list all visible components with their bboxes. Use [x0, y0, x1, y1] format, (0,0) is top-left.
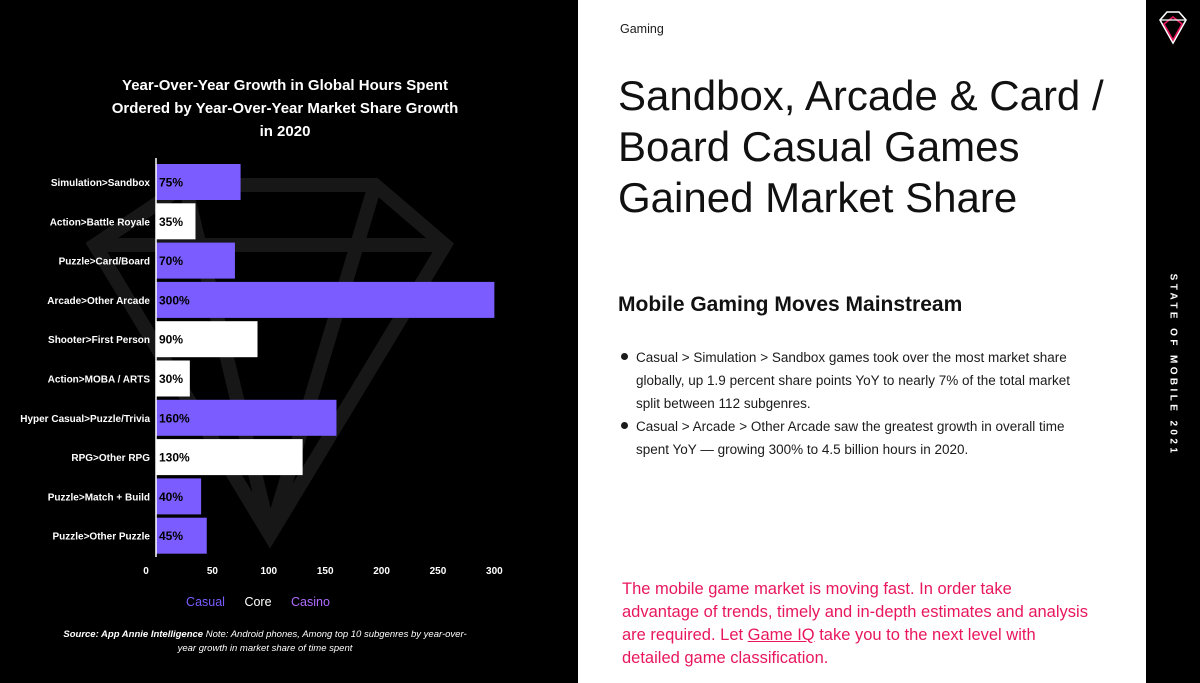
- category-label: RPG>Other RPG: [71, 453, 150, 464]
- x-tick-label: 50: [207, 566, 219, 577]
- value-label: 30%: [159, 372, 183, 386]
- section-label: Gaming: [620, 22, 664, 36]
- value-label: 40%: [159, 490, 183, 504]
- value-label: 130%: [159, 451, 190, 465]
- value-label: 70%: [159, 254, 183, 268]
- legend-item-core: Core: [244, 595, 272, 609]
- category-label: Shooter>First Person: [48, 335, 150, 346]
- value-label: 45%: [159, 529, 183, 543]
- value-label: 90%: [159, 333, 183, 347]
- game-iq-link[interactable]: Game IQ: [747, 626, 815, 644]
- bar: [156, 203, 196, 240]
- article-panel: Gaming Sandbox, Arcade & Card / Board Ca…: [578, 0, 1146, 683]
- cta-text-after: take you to the next level with detailed…: [622, 626, 1036, 667]
- bar-chart: Simulation>Sandbox 75% Action>Battle Royal…: [20, 158, 503, 577]
- chart-source-note: Source: App Annie Intelligence Note: And…: [60, 628, 470, 656]
- category-label: Arcade>Other Arcade: [47, 296, 150, 307]
- x-tick-label: 100: [260, 566, 277, 577]
- brand-sidebar: STATE OF MOBILE 2021: [1146, 0, 1200, 683]
- chart-panel: Year-Over-Year Growth in Global Hours Sp…: [0, 0, 578, 683]
- value-label: 35%: [159, 215, 183, 229]
- category-label: Puzzle>Match + Build: [48, 492, 150, 503]
- category-label: Puzzle>Other Puzzle: [52, 532, 150, 543]
- value-label: 75%: [159, 176, 183, 190]
- value-label: 300%: [159, 293, 190, 307]
- chart-legend: Casual Core Casino: [0, 595, 516, 609]
- value-label: 160%: [159, 411, 190, 425]
- x-tick-label: 150: [317, 566, 334, 577]
- legend-item-casino: Casino: [291, 595, 330, 609]
- category-label: Puzzle>Card/Board: [59, 257, 150, 268]
- x-tick-label: 250: [430, 566, 447, 577]
- chart-title: Year-Over-Year Growth in Global Hours Sp…: [111, 77, 459, 140]
- subheading: Mobile Gaming Moves Mainstream: [618, 293, 963, 316]
- bar: [156, 478, 202, 515]
- diamond-logo-icon: [1159, 11, 1187, 45]
- bar: [156, 164, 241, 200]
- x-tick-label: 0: [143, 566, 149, 577]
- category-label: Hyper Casual>Puzzle/Trivia: [20, 414, 150, 425]
- category-label: Simulation>Sandbox: [51, 178, 151, 189]
- bullet-list: Casual > Simulation > Sandbox games took…: [618, 346, 1078, 461]
- bar: [156, 439, 303, 476]
- bar: [156, 517, 207, 554]
- bar: [156, 399, 337, 436]
- bar: [156, 281, 495, 318]
- cta-text-before: The mobile game market is moving fast. I…: [622, 580, 1088, 644]
- category-label: Action>MOBA / ARTS: [48, 375, 151, 386]
- category-label: Action>Battle Royale: [50, 217, 151, 228]
- x-tick-label: 300: [486, 566, 503, 577]
- bullet-item: Casual > Arcade > Other Arcade saw the g…: [618, 415, 1078, 461]
- legend-item-casual: Casual: [186, 595, 225, 609]
- source-label: Source: App Annie Intelligence: [63, 629, 204, 640]
- source-note: Note: Android phones, Among top 10 subge…: [177, 629, 467, 654]
- bar: [156, 360, 190, 397]
- bar: [156, 321, 258, 358]
- x-tick-label: 200: [373, 566, 390, 577]
- bullet-item: Casual > Simulation > Sandbox games took…: [618, 346, 1078, 415]
- page-headline: Sandbox, Arcade & Card / Board Casual Ga…: [618, 72, 1104, 221]
- background-diamond-watermark: [85, 178, 455, 549]
- bar: [156, 242, 235, 279]
- call-to-action: The mobile game market is moving fast. I…: [622, 578, 1092, 670]
- sidebar-title: STATE OF MOBILE 2021: [1167, 273, 1179, 457]
